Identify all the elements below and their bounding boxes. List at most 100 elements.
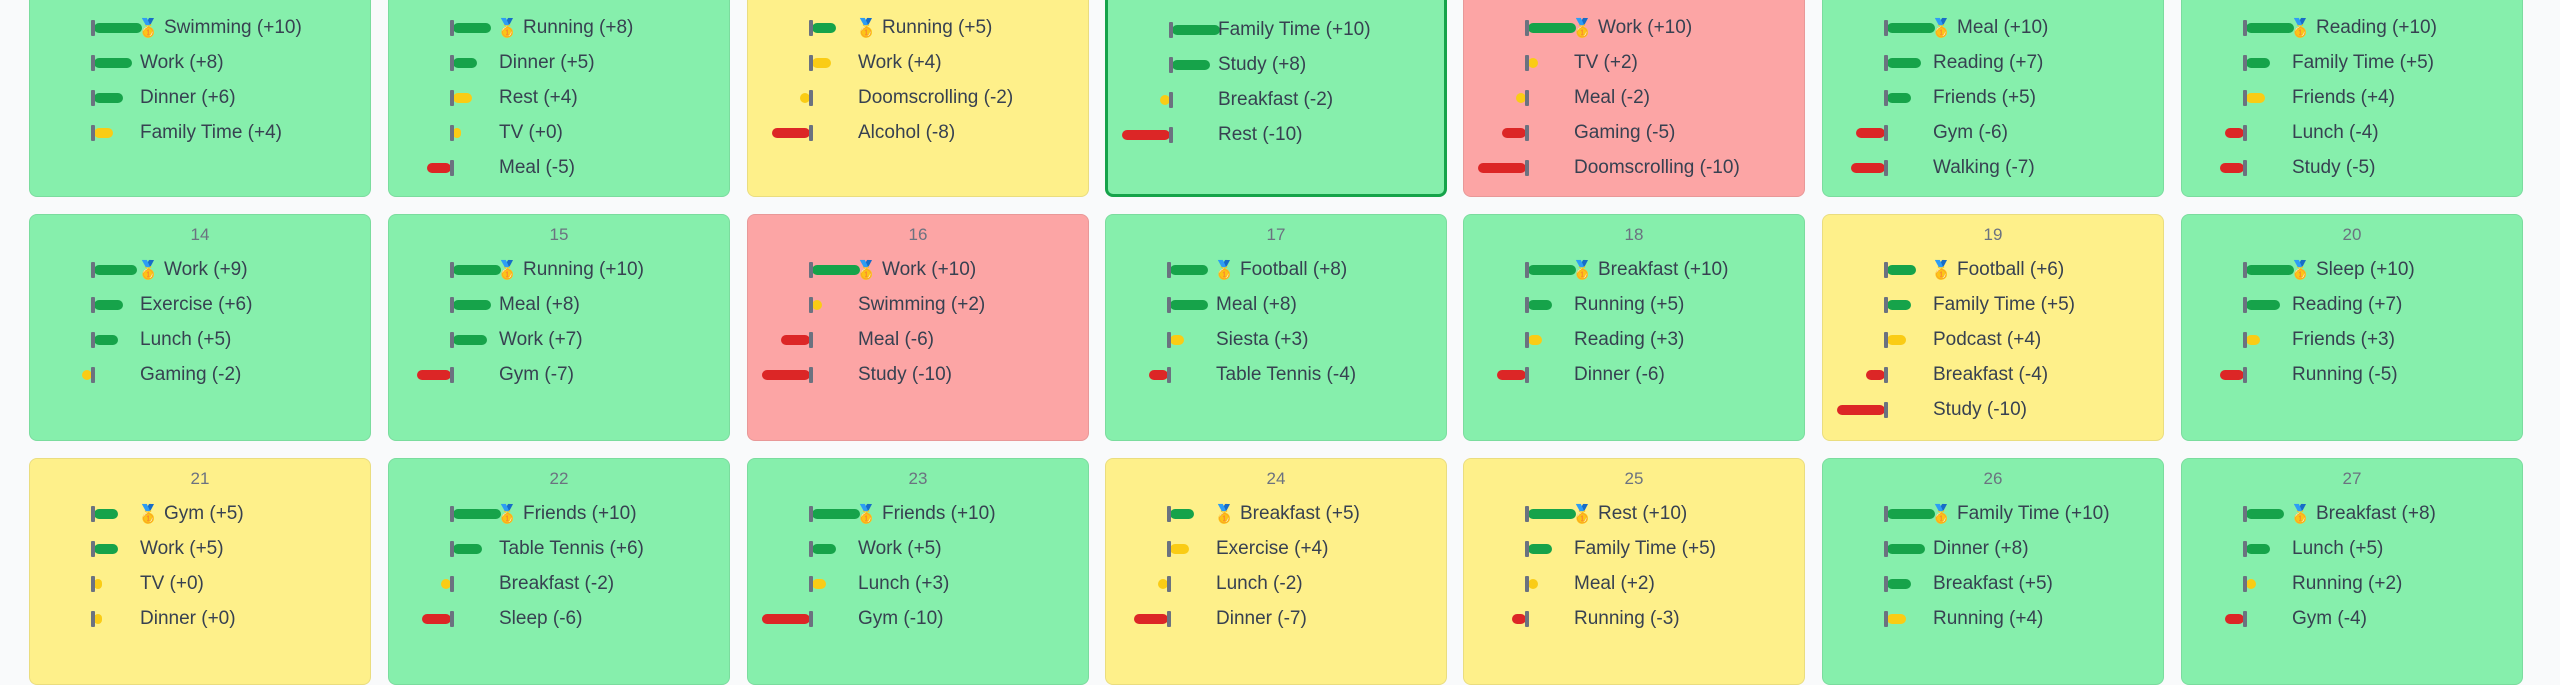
day-card[interactable]: 🥇 Running (+5) Work (+4) Doomscrolling (-2)… [747, 0, 1089, 197]
activity-label: Gym (-10) [858, 608, 944, 629]
activity-row: Lunch (+5) [2182, 536, 2522, 562]
score-bar-axis [450, 332, 454, 348]
day-card[interactable]: 22 🥇 Friends (+10) Table Tennis (+6) Breakfa… [388, 458, 730, 685]
score-bar-fill [441, 579, 451, 589]
score-bar-fill [94, 300, 123, 310]
score-bar-axis [450, 55, 454, 71]
day-card[interactable]: 14 🥇 Work (+9) Exercise (+6) Lunch (+5) Gamin… [29, 214, 371, 441]
activity-label: Work (+10) [1598, 17, 1693, 38]
day-card[interactable]: 26 🥇 Family Time (+10) Dinner (+8) Breakfast… [1822, 458, 2164, 685]
day-card[interactable]: 20 🥇 Sleep (+10) Reading (+7) Friends (+3) Ru… [2181, 214, 2523, 441]
score-bar [1464, 85, 1570, 111]
day-card[interactable]: 🥇 Reading (+10) Family Time (+5) Friends (+… [2181, 0, 2523, 197]
score-bar [748, 120, 854, 146]
score-bar-fill [1887, 23, 1935, 33]
score-bar-fill [2246, 23, 2294, 33]
activity-label: Family Time (+10) [1957, 503, 2110, 524]
score-bar-axis [450, 541, 454, 557]
day-card[interactable]: 16 🥇 Work (+10) Swimming (+2) Meal (-6) Study… [747, 214, 1089, 441]
day-card[interactable]: 23 🥇 Friends (+10) Work (+5) Lunch (+3) Gym (… [747, 458, 1089, 685]
activity-label: Table Tennis (-4) [1216, 364, 1357, 385]
day-card[interactable]: 27 🥇 Breakfast (+8) Lunch (+5) Running (+2) G… [2181, 458, 2523, 685]
activity-label: Siesta (+3) [1216, 329, 1309, 350]
activity-row: Exercise (+6) [30, 292, 370, 318]
day-card[interactable]: 15 🥇 Running (+10) Meal (+8) Work (+7) Gym (-… [388, 214, 730, 441]
day-card[interactable]: 🥇 Swimming (+10) Work (+8) Dinner (+6) Famil… [29, 0, 371, 197]
score-bar-axis [1884, 90, 1888, 106]
activity-row: Dinner (+6) [30, 85, 370, 111]
score-bar [1106, 362, 1212, 388]
day-card[interactable]: 18 🥇 Breakfast (+10) Running (+5) Reading (+… [1463, 214, 1805, 441]
activity-row: Family Time (+5) [1823, 292, 2163, 318]
score-bar [2182, 501, 2288, 527]
activity-row: Rest (-10) [1108, 122, 1444, 148]
medal-icon: 🥇 [1571, 18, 1594, 38]
activity-label: Doomscrolling (-2) [858, 87, 1014, 108]
day-card[interactable]: Family Time (+10) Study (+8) Breakfast (-2… [1105, 0, 1447, 197]
activity-row: Walking (-7) [1823, 155, 2163, 181]
day-card[interactable]: 19 🥇 Football (+6) Family Time (+5) Podcast … [1822, 214, 2164, 441]
activity-label: Running (+5) [882, 17, 993, 38]
score-bar-fill [2246, 265, 2294, 275]
activity-row: Running (+5) [1464, 292, 1804, 318]
medal-icon: 🥇 [1213, 260, 1236, 280]
score-bar-fill [1160, 95, 1170, 105]
score-bar-fill [2246, 58, 2270, 68]
activity-label: Family Time (+5) [1933, 294, 2075, 315]
day-card[interactable]: 25 🥇 Rest (+10) Family Time (+5) Meal (+2) Ru… [1463, 458, 1805, 685]
day-card[interactable]: 🥇 Work (+10) TV (+2) Meal (-2) Gaming (-5) Do… [1463, 0, 1805, 197]
score-bar-fill [1511, 614, 1526, 624]
score-bar-axis [1884, 160, 1888, 176]
score-bar [389, 606, 495, 632]
activity-label: Gym (-4) [2292, 608, 2367, 629]
activity-row: Dinner (-6) [1464, 362, 1804, 388]
score-bar-fill [453, 300, 492, 310]
activity-label: Breakfast (+8) [2316, 503, 2436, 524]
score-bar-axis [1884, 20, 1888, 36]
score-bar-fill [453, 93, 473, 103]
score-bar [30, 85, 136, 111]
score-bar [1823, 397, 1929, 423]
score-bar-fill [1887, 335, 1907, 345]
score-bar [2182, 606, 2288, 632]
score-bar-axis [2243, 506, 2247, 522]
activity-row: 🥇 Work (+10) [1464, 15, 1804, 41]
score-bar [1106, 292, 1212, 318]
score-bar-fill [812, 300, 822, 310]
score-bar-fill [800, 93, 810, 103]
day-number: 18 [1624, 225, 1644, 244]
day-card[interactable]: 24 🥇 Breakfast (+5) Exercise (+4) Lunch (-2)… [1105, 458, 1447, 685]
score-bar [1823, 606, 1929, 632]
day-card[interactable]: 🥇 Running (+8) Dinner (+5) Rest (+4) TV (+0)… [388, 0, 730, 197]
score-bar-fill [94, 93, 123, 103]
activity-row: Lunch (-4) [2182, 120, 2522, 146]
day-card[interactable]: 17 🥇 Football (+8) Meal (+8) Siesta (+3) Tabl… [1105, 214, 1447, 441]
score-bar [748, 50, 854, 76]
score-bar-axis [1169, 57, 1173, 73]
activity-label: Running (+10) [523, 259, 644, 280]
score-bar [389, 501, 501, 527]
score-bar-fill [94, 128, 114, 138]
activity-row: 🥇 Friends (+10) [748, 501, 1088, 527]
score-bar-axis [2243, 262, 2247, 278]
score-bar-axis [1169, 22, 1173, 38]
score-bar-axis [1167, 332, 1171, 348]
score-bar-fill [453, 58, 477, 68]
activity-row: Work (+4) [748, 50, 1088, 76]
score-bar-axis [809, 297, 813, 313]
score-bar-axis [1525, 297, 1529, 313]
day-card[interactable]: 🥇 Meal (+10) Reading (+7) Friends (+5) Gym (… [1822, 0, 2164, 197]
score-bar-fill [1887, 58, 1921, 68]
activity-row: Gym (-10) [748, 606, 1088, 632]
activity-label: Family Time (+10) [1218, 19, 1371, 40]
activity-row: Gym (-7) [389, 362, 729, 388]
medal-icon: 🥇 [855, 260, 878, 280]
day-number: 16 [908, 225, 928, 244]
score-bar-fill [1865, 370, 1885, 380]
score-bar [1823, 327, 1929, 353]
score-bar [1823, 362, 1929, 388]
activity-label: Family Time (+4) [140, 122, 282, 143]
activity-label: Walking (-7) [1933, 157, 2035, 178]
day-card[interactable]: 21 🥇 Gym (+5) Work (+5) TV (+0) Dinner (+0) [29, 458, 371, 685]
activity-row: Study (-10) [748, 362, 1088, 388]
